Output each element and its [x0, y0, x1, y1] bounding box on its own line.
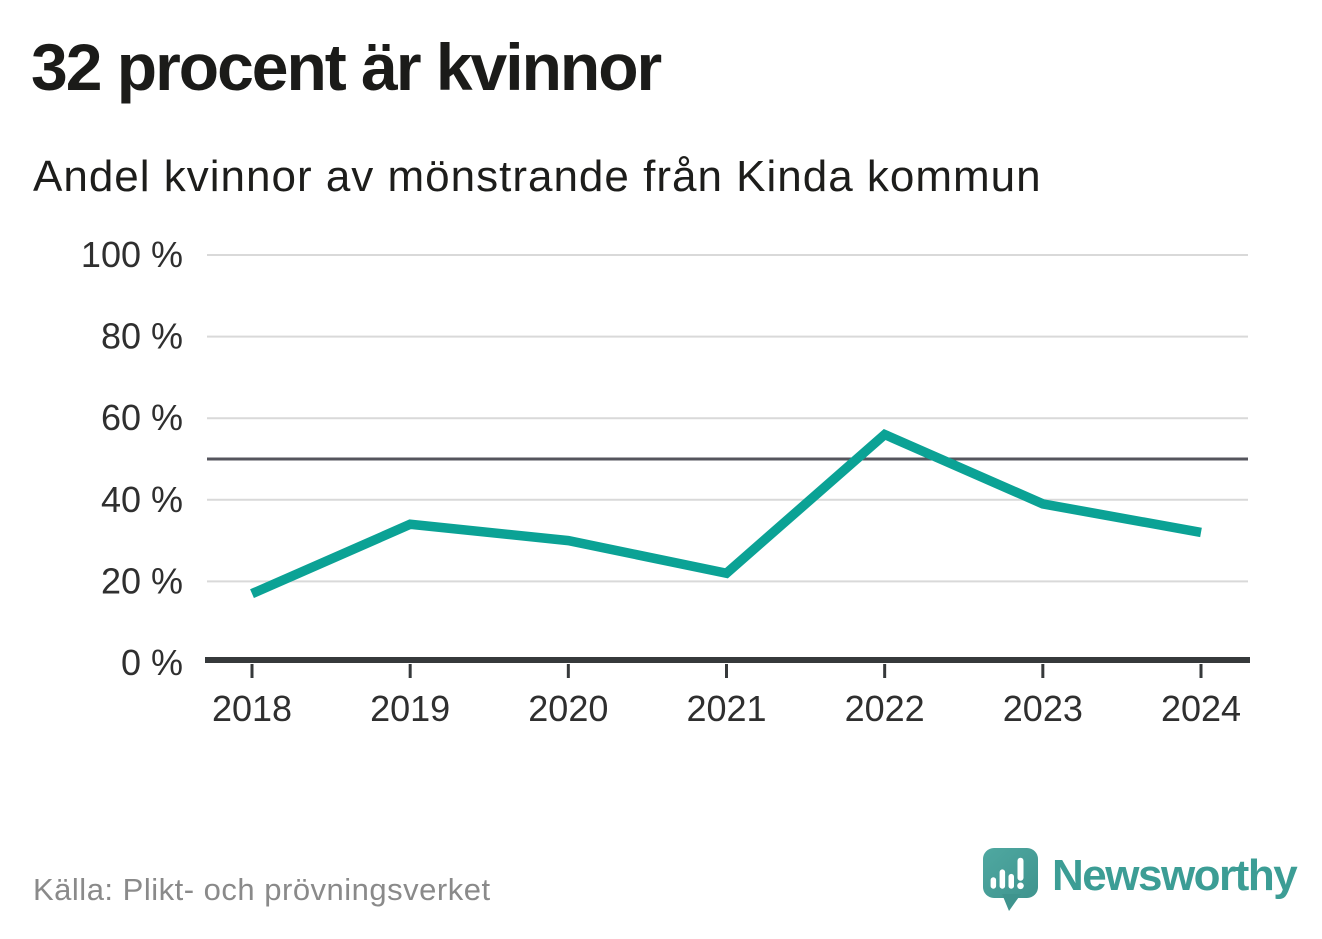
x-axis-label: 2019: [370, 688, 450, 729]
y-axis-label: 100 %: [81, 234, 183, 275]
newsworthy-logo-text: Newsworthy: [1052, 851, 1298, 900]
y-axis-label: 20 %: [101, 560, 183, 601]
logo-speech-bubble-tail: [1002, 894, 1021, 911]
x-axis-label: 2023: [1003, 688, 1083, 729]
x-axis-label: 2018: [212, 688, 292, 729]
data-line-andel-kvinnor: [250, 428, 1202, 598]
logo-exclamation: [1017, 857, 1024, 881]
logo-exclamation-dot: [1017, 882, 1024, 890]
x-axis-label: 2020: [528, 688, 608, 729]
x-axis-label: 2024: [1161, 688, 1241, 729]
y-axis-label: 40 %: [101, 479, 183, 520]
logo-bar: [990, 877, 997, 889]
chart-subtitle: Andel kvinnor av mönstrande från Kinda k…: [33, 152, 1042, 201]
x-axis-label: 2021: [686, 688, 766, 729]
y-axis-label: 60 %: [101, 397, 183, 438]
chart-title: 32 procent är kvinnor: [31, 30, 662, 104]
newsworthy-logo: Newsworthy: [983, 848, 1298, 912]
logo-speech-bubble: [983, 848, 1038, 898]
logo-bar: [999, 869, 1006, 889]
source-note: Källa: Plikt- och prövningsverket: [33, 872, 491, 907]
x-axis-label: 2022: [845, 688, 925, 729]
y-axis-label: 80 %: [101, 316, 183, 357]
logo-bar: [1008, 873, 1014, 889]
newsworthy-logo-icon: [983, 848, 1038, 911]
y-axis-label: 0 %: [121, 642, 183, 683]
line-chart: 0 % 20 % 40 % 60 % 80 % 100 % 2018 2019 2020 2021…: [81, 234, 1250, 729]
